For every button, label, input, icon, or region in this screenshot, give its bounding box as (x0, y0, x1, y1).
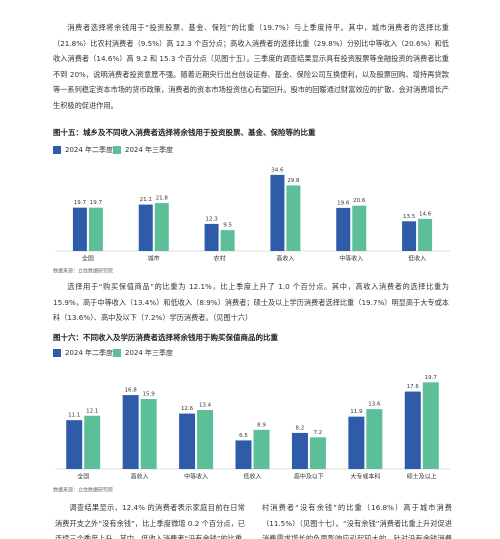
category-label: 低收入 (408, 255, 426, 263)
figure: 图十六：不同收入及学历消费者选择将余钱用于购买保值商品的比重 2024 年二季度 2… (53, 332, 450, 494)
category-label: 高中及以下 (294, 473, 324, 481)
legend-label: 2024 年二季度 (65, 145, 113, 154)
value-label: 8.9 (257, 422, 266, 428)
bar (84, 415, 101, 469)
bar (422, 382, 439, 469)
value-label: 6.5 (239, 433, 248, 439)
legend-swatch (113, 349, 121, 357)
category-label: 大专或本科 (350, 473, 380, 481)
value-label: 20.6 (353, 198, 366, 204)
value-label: 16.8 (125, 388, 138, 394)
value-label: 11.1 (68, 413, 80, 419)
legend-label: 2024 年三季度 (125, 145, 173, 154)
value-label: 19.7 (425, 375, 438, 381)
value-label: 13.6 (368, 402, 381, 408)
bar (220, 230, 235, 251)
figure: 图十五：城乡及不同收入消费者选择将余钱用于投资股票、基金、保险等的比重 2024 … (53, 127, 450, 275)
category-label: 硕士及以上 (407, 473, 437, 481)
bar (402, 221, 417, 251)
paragraph: 选择用于“购买保值商品”的比重为 12.1%，比上季度上升了 1.0 个百分点。… (53, 282, 449, 322)
value-label: 12.1 (86, 408, 98, 414)
value-label: 12.6 (181, 406, 194, 412)
value-label: 14.6 (419, 211, 432, 217)
category-label: 高收入 (131, 473, 149, 481)
bar (291, 432, 308, 469)
paragraph: 消费者选择将余钱用于“投资股票、基金、保险”的比重（19.7%）与上季度持平。其… (53, 23, 449, 110)
bar (286, 185, 301, 251)
value-label: 15.9 (143, 392, 156, 398)
category-label: 中等收入 (184, 473, 208, 481)
value-label: 19.7 (74, 200, 87, 206)
bar (72, 207, 87, 251)
bar (404, 391, 421, 469)
value-label: 13.4 (199, 403, 212, 409)
value-label: 19.7 (90, 200, 103, 206)
category-label: 全国 (77, 473, 89, 481)
bar (140, 399, 157, 469)
category-label: 全国 (82, 255, 94, 263)
bar (270, 174, 285, 251)
value-label: 9.5 (223, 223, 232, 229)
legend-swatch (53, 146, 61, 154)
bar (122, 395, 139, 469)
bar (348, 416, 365, 469)
bar (336, 207, 351, 251)
bar (418, 218, 433, 251)
value-label: 13.5 (403, 214, 416, 220)
value-label: 21.1 (140, 197, 152, 203)
bar (179, 413, 196, 469)
legend-label: 2024 年三季度 (125, 348, 173, 357)
value-label: 21.8 (156, 196, 169, 202)
bar (88, 207, 103, 251)
figure-title: 图十五：城乡及不同收入消费者选择将余钱用于投资股票、基金、保险等的比重 (53, 127, 316, 137)
paragraph: 村消费者“没有余钱”的比重（16.8%）高于城市消费（11.5%）（见图十七）。… (262, 503, 452, 539)
bar (309, 437, 326, 469)
category-label: 低收入 (243, 473, 261, 481)
value-label: 12.3 (205, 216, 218, 222)
value-label: 11.9 (350, 409, 363, 415)
paragraph: 调查结果显示，12.4% 的消费者表示家庭目前在日常消费开支之外“没有余钱”，比… (55, 503, 245, 539)
category-label: 农村 (214, 255, 226, 263)
value-label: 7.2 (314, 430, 323, 436)
value-label: 29.8 (287, 178, 300, 184)
figure-title: 图十六：不同收入及学历消费者选择将余钱用于购买保值商品的比重 (53, 332, 278, 342)
legend-swatch (53, 349, 61, 357)
bar (253, 429, 270, 469)
legend-label: 2024 年二季度 (65, 348, 113, 357)
category-label: 中等收入 (339, 255, 363, 263)
bar (366, 409, 383, 469)
bar (66, 420, 83, 469)
value-label: 8.2 (296, 425, 305, 431)
source-note: 数据来源：立信数据研究院 (53, 487, 113, 494)
value-label: 17.6 (407, 384, 420, 390)
category-label: 城市 (148, 255, 160, 263)
category-label: 高收入 (276, 255, 294, 263)
bar (197, 410, 214, 469)
bar (204, 223, 219, 251)
value-label: 19.6 (337, 200, 350, 206)
source-note: 数据来源：立信数据研究院 (53, 268, 113, 275)
bar (154, 203, 169, 251)
bar (235, 440, 252, 469)
legend-swatch (113, 146, 121, 154)
bar (138, 204, 153, 251)
value-label: 34.6 (271, 167, 284, 173)
bar (352, 205, 367, 251)
